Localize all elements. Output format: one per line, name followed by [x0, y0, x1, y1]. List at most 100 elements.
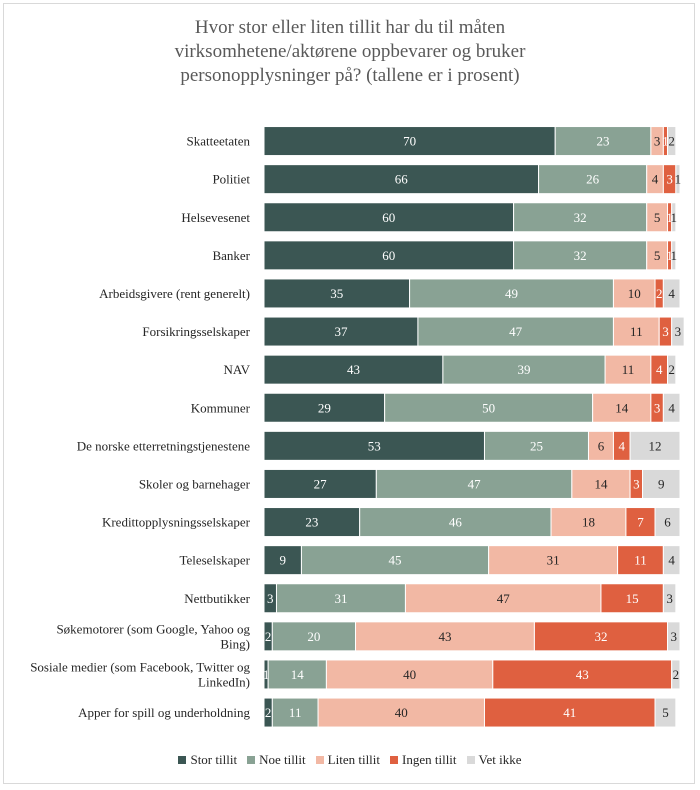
data-label: 49 [505, 286, 518, 301]
legend-label: Vet ikke [478, 752, 522, 767]
legend-swatch [178, 756, 187, 764]
data-label: 4 [619, 438, 626, 453]
bar-segment [604, 354, 652, 385]
data-label: 35 [330, 286, 343, 301]
chart-title-line-3: personopplysninger på? (tallene er i pro… [180, 65, 520, 86]
data-label: 43 [347, 362, 360, 377]
bar-segment [409, 278, 614, 309]
data-label: 2 [668, 362, 675, 377]
legend-item: Noe tillit [247, 752, 306, 768]
data-label: 3 [662, 324, 669, 339]
legend-label: Liten tillit [327, 752, 381, 767]
bar-segment [554, 126, 652, 157]
category-label: Kommuner [191, 400, 251, 415]
data-label: 10 [628, 286, 641, 301]
bar-segment [359, 507, 552, 538]
legend: Stor tillit Noe tillit Liten tillit Ingen t… [0, 752, 700, 768]
legend-item: Liten tillit [315, 752, 381, 768]
data-label: 70 [403, 134, 416, 149]
data-label: 3 [666, 172, 673, 187]
data-label: 12 [649, 438, 662, 453]
data-label: 45 [389, 553, 402, 568]
bar-segment [317, 697, 485, 728]
chart-title-line-1: Hvor stor eller liten tillit har du til … [194, 17, 506, 38]
data-label: 31 [547, 553, 560, 568]
bar-segment [488, 545, 619, 576]
legend-label: Ingen tillit [402, 752, 457, 767]
bar-segment [442, 354, 606, 385]
data-label: 23 [305, 515, 318, 530]
chart-title-line-2: virksomhetene/aktørene oppbevarer og bru… [174, 41, 526, 62]
bar-segment [667, 126, 677, 157]
data-label: 5 [662, 705, 669, 720]
bar-segment [263, 164, 540, 195]
bar-segment [533, 621, 669, 652]
bar-segment [671, 240, 677, 271]
bar-segment [417, 316, 614, 347]
data-label: 3 [675, 324, 682, 339]
bar-segment [325, 659, 494, 690]
bar-segment [263, 545, 302, 576]
data-label: 1 [666, 248, 673, 263]
bar-segment [662, 545, 681, 576]
bar-segment [300, 545, 490, 576]
data-label: 1 [675, 172, 682, 187]
data-label: 6 [664, 515, 671, 530]
data-label: 6 [598, 438, 605, 453]
bar-segment [483, 430, 589, 461]
data-label: 11 [289, 705, 302, 720]
data-label: 14 [615, 400, 629, 415]
data-label: 11 [634, 553, 647, 568]
bar-segment [263, 126, 556, 157]
data-label: 32 [574, 210, 587, 225]
category-label: Sosiale medier (som Facebook, Twitter og… [30, 659, 250, 689]
data-label: 3 [267, 591, 274, 606]
bar-segment [629, 430, 681, 461]
data-label: 4 [668, 553, 675, 568]
data-label: 43 [438, 629, 451, 644]
bar-segment [662, 583, 677, 614]
bar-segment [612, 316, 660, 347]
bar-segment [263, 316, 419, 347]
data-label: 5 [654, 248, 661, 263]
bar-segment [617, 545, 664, 576]
data-label: 50 [482, 400, 495, 415]
data-label: 2 [656, 286, 663, 301]
category-label: Skoler og barnehager [139, 476, 251, 491]
bar-segment [654, 507, 681, 538]
data-label: 3 [654, 400, 661, 415]
chart-title: Hvor stor eller liten tillit har du til … [0, 16, 700, 88]
legend-item: Ingen tillit [390, 752, 457, 768]
data-label: 41 [563, 705, 576, 720]
data-label: 47 [497, 591, 511, 606]
bar-segment [671, 659, 681, 690]
bar-segment [642, 468, 681, 499]
legend-item: Stor tillit [178, 752, 237, 768]
bar-segment [667, 354, 677, 385]
data-label: 40 [395, 705, 408, 720]
data-label: 7 [637, 515, 644, 530]
data-label: 1 [666, 210, 673, 225]
data-label: 20 [307, 629, 320, 644]
data-label: 2 [673, 667, 680, 682]
category-label: Arbeidsgivere (rent generelt) [99, 286, 250, 301]
data-label: 43 [576, 667, 589, 682]
bar-segment [671, 202, 677, 233]
data-label: 14 [594, 476, 608, 491]
data-label: 32 [594, 629, 607, 644]
bar-segment [263, 240, 515, 271]
legend-swatch [315, 756, 324, 764]
data-label: 11 [630, 324, 643, 339]
data-label: 40 [403, 667, 416, 682]
category-label: Teleselskaper [179, 553, 250, 568]
data-label: 23 [597, 134, 610, 149]
data-label: 14 [291, 667, 305, 682]
bar-segment [667, 621, 681, 652]
bar-segment [263, 202, 515, 233]
category-label: Nettbutikker [184, 591, 250, 606]
data-label: 26 [586, 172, 600, 187]
bar-segment [513, 202, 648, 233]
data-label: 3 [671, 629, 678, 644]
data-label: 27 [314, 476, 328, 491]
